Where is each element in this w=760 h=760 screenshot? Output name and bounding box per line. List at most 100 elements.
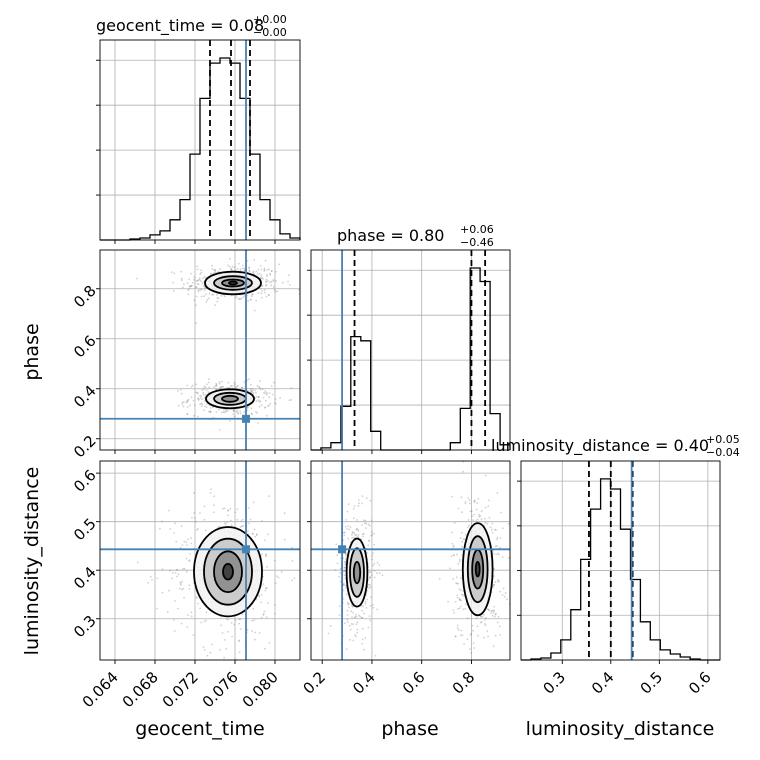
scatter-sample bbox=[211, 293, 214, 296]
scatter-sample bbox=[261, 553, 263, 556]
histogram-d bbox=[521, 478, 720, 661]
scatter-sample bbox=[238, 298, 241, 301]
scatter-sample bbox=[236, 268, 239, 270]
scatter-sample bbox=[230, 268, 233, 271]
scatter-sample bbox=[346, 510, 349, 513]
scatter-sample bbox=[222, 385, 225, 388]
scatter-sample bbox=[368, 583, 371, 586]
scatter-sample bbox=[381, 574, 384, 576]
scatter-sample bbox=[475, 520, 478, 522]
scatter-sample bbox=[501, 594, 504, 596]
scatter-sample bbox=[370, 519, 373, 522]
scatter-sample bbox=[362, 605, 364, 607]
scatter-sample bbox=[352, 639, 355, 642]
scatter-sample bbox=[462, 470, 464, 473]
scatter-sample bbox=[364, 519, 367, 522]
scatter-sample bbox=[208, 410, 210, 413]
scatter-sample bbox=[194, 304, 197, 307]
scatter-sample bbox=[470, 510, 473, 513]
x-tick-label: 0.068 bbox=[119, 668, 162, 711]
scatter-sample bbox=[246, 409, 249, 412]
scatter-sample bbox=[457, 582, 459, 585]
scatter-sample bbox=[225, 521, 228, 524]
scatter-sample bbox=[378, 564, 381, 566]
scatter-sample bbox=[475, 617, 478, 619]
scatter-sample bbox=[262, 614, 265, 616]
scatter-sample bbox=[258, 400, 261, 403]
scatter-sample bbox=[491, 522, 494, 525]
scatter-sample bbox=[215, 293, 218, 296]
scatter-sample bbox=[180, 392, 183, 395]
scatter-sample bbox=[201, 277, 204, 280]
scatter-sample bbox=[161, 591, 164, 594]
scatter-sample bbox=[502, 587, 505, 590]
scatter-sample bbox=[227, 509, 229, 512]
scatter-sample bbox=[499, 537, 502, 539]
scatter-sample bbox=[477, 497, 480, 500]
scatter-sample bbox=[346, 528, 349, 530]
scatter-sample bbox=[246, 628, 249, 631]
scatter-sample bbox=[492, 645, 495, 648]
scatter-sample bbox=[256, 273, 259, 276]
scatter-sample bbox=[345, 519, 347, 521]
x-tick-label: 0.8 bbox=[449, 668, 479, 698]
title-geocent-time-minus: −0.00 bbox=[253, 26, 287, 39]
scatter-sample bbox=[506, 598, 508, 601]
scatter-sample bbox=[223, 639, 226, 641]
scatter-sample bbox=[363, 532, 365, 535]
scatter-sample bbox=[203, 649, 206, 651]
scatter-sample bbox=[263, 392, 265, 394]
scatter-sample bbox=[373, 562, 376, 565]
x-tick-label: 0.072 bbox=[159, 668, 202, 711]
scatter-sample bbox=[367, 544, 370, 547]
scatter-sample bbox=[206, 383, 208, 386]
scatter-sample bbox=[456, 596, 459, 599]
panel-frame bbox=[520, 460, 721, 661]
scatter-sample bbox=[193, 278, 195, 281]
scatter-sample bbox=[480, 518, 483, 520]
scatter-sample bbox=[258, 380, 261, 382]
scatter-sample bbox=[368, 524, 371, 527]
scatter-sample bbox=[241, 386, 244, 389]
scatter-sample bbox=[180, 388, 183, 391]
scatter-sample bbox=[472, 642, 475, 645]
scatter-sample bbox=[264, 554, 267, 557]
scatter-sample bbox=[354, 616, 357, 618]
scatter-sample bbox=[361, 533, 364, 536]
scatter-sample bbox=[459, 589, 462, 592]
panel-frames-layer bbox=[99, 39, 721, 661]
scatter-sample bbox=[228, 386, 231, 389]
scatter-sample bbox=[198, 278, 201, 281]
scatter-sample bbox=[376, 572, 378, 574]
scatter-sample bbox=[196, 391, 199, 394]
scatter-sample bbox=[200, 395, 203, 397]
scatter-sample bbox=[472, 629, 474, 632]
scatter-sample bbox=[258, 632, 261, 634]
truth-marker bbox=[338, 545, 347, 554]
scatter-sample bbox=[487, 505, 490, 507]
scatter-sample bbox=[265, 281, 268, 284]
scatter-sample bbox=[195, 391, 198, 394]
contour-level bbox=[221, 394, 239, 403]
y-tick-label: 0.4 bbox=[70, 563, 100, 593]
scatter-sample bbox=[359, 615, 361, 618]
scatter-sample bbox=[238, 618, 241, 620]
scatter-sample bbox=[193, 512, 196, 514]
scatter-sample bbox=[194, 517, 197, 519]
scatter-sample bbox=[252, 501, 255, 504]
scatter-sample bbox=[186, 282, 189, 285]
scatter-sample bbox=[203, 400, 206, 402]
scatter-sample bbox=[343, 570, 346, 572]
scatter-sample bbox=[205, 300, 208, 303]
scatter-sample bbox=[476, 625, 479, 628]
scatter-sample bbox=[204, 386, 207, 388]
xlabel-luminosity-distance: luminosity_distance bbox=[526, 718, 715, 740]
scatter-sample bbox=[483, 517, 486, 520]
scatter-sample bbox=[260, 616, 263, 619]
scatter-sample bbox=[450, 555, 453, 557]
scatter-sample bbox=[371, 604, 374, 606]
scatter-sample bbox=[193, 404, 196, 407]
scatter-sample bbox=[274, 582, 277, 585]
scatter-sample bbox=[478, 513, 481, 516]
